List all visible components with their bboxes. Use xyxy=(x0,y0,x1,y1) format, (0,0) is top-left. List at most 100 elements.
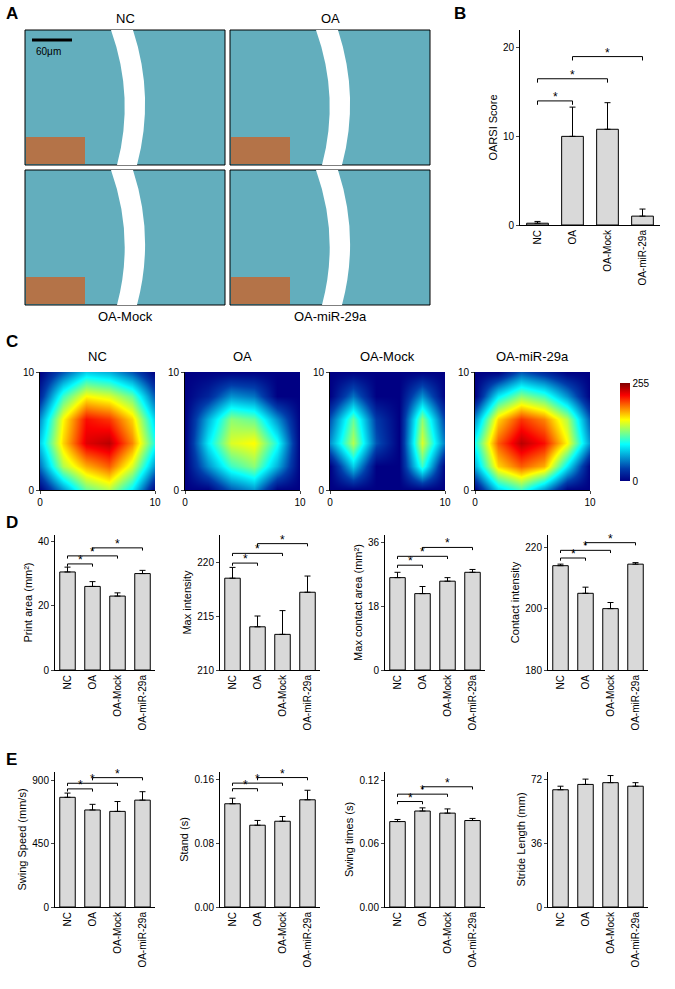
svg-text:*: * xyxy=(420,783,425,797)
svg-text:*: * xyxy=(115,537,120,551)
svg-text:*: * xyxy=(605,46,610,60)
svg-text:OA-Mock: OA-Mock xyxy=(605,911,616,954)
svg-text:0: 0 xyxy=(536,902,542,913)
svg-text:10: 10 xyxy=(149,497,161,508)
svg-text:OA: OA xyxy=(580,675,591,690)
svg-text:*: * xyxy=(445,776,450,790)
svg-text:10: 10 xyxy=(439,497,451,508)
svg-text:*: * xyxy=(408,554,413,568)
svg-text:*: * xyxy=(445,536,450,550)
svg-text:OA-miR-29a: OA-miR-29a xyxy=(467,675,478,731)
svg-text:OA: OA xyxy=(321,11,340,26)
svg-text:0: 0 xyxy=(37,497,43,508)
svg-text:OA-Mock: OA-Mock xyxy=(605,674,616,717)
svg-text:*: * xyxy=(571,547,576,561)
svg-text:Print area (mm²): Print area (mm²) xyxy=(22,562,34,642)
svg-text:Swing times (s): Swing times (s) xyxy=(343,802,355,877)
svg-text:*: * xyxy=(408,791,413,805)
svg-text:NC: NC xyxy=(532,230,543,244)
svg-text:10: 10 xyxy=(168,367,180,378)
svg-text:OA-Mock: OA-Mock xyxy=(277,911,288,954)
svg-text:*: * xyxy=(90,545,95,559)
svg-text:10: 10 xyxy=(458,367,470,378)
svg-text:OA-miR-29a: OA-miR-29a xyxy=(302,675,313,731)
svg-text:0: 0 xyxy=(182,497,188,508)
svg-text:Max contact area (mm²): Max contact area (mm²) xyxy=(352,544,364,661)
svg-text:10: 10 xyxy=(584,497,596,508)
svg-text:OA: OA xyxy=(252,675,263,690)
svg-text:180: 180 xyxy=(525,665,542,676)
svg-text:*: * xyxy=(608,532,613,546)
svg-text:OA: OA xyxy=(580,912,591,927)
svg-text:NC: NC xyxy=(62,912,73,926)
svg-text:0: 0 xyxy=(633,476,639,487)
svg-text:OA-miR-29a: OA-miR-29a xyxy=(630,675,641,731)
svg-text:OA: OA xyxy=(417,675,428,690)
svg-text:OA-miR-29a: OA-miR-29a xyxy=(637,230,648,286)
svg-text:*: * xyxy=(78,778,83,792)
svg-text:0.06: 0.06 xyxy=(360,838,380,849)
svg-text:OA: OA xyxy=(87,675,98,690)
svg-text:0: 0 xyxy=(28,485,34,496)
svg-text:210: 210 xyxy=(197,665,214,676)
svg-text:*: * xyxy=(90,772,95,786)
svg-text:0: 0 xyxy=(173,485,179,496)
svg-text:B: B xyxy=(454,4,466,23)
svg-text:200: 200 xyxy=(525,603,542,614)
svg-text:*: * xyxy=(280,767,285,781)
svg-text:0.00: 0.00 xyxy=(195,902,215,913)
svg-text:215: 215 xyxy=(197,611,214,622)
svg-text:OA: OA xyxy=(417,912,428,927)
svg-text:*: * xyxy=(553,90,558,104)
svg-text:C: C xyxy=(6,332,18,351)
svg-text:OA-miR-29a: OA-miR-29a xyxy=(137,912,148,968)
svg-text:NC: NC xyxy=(88,349,107,364)
svg-text:10: 10 xyxy=(503,131,515,142)
svg-text:NC: NC xyxy=(555,675,566,689)
svg-text:0: 0 xyxy=(373,665,379,676)
svg-text:*: * xyxy=(255,772,260,786)
svg-text:NC: NC xyxy=(555,912,566,926)
svg-text:220: 220 xyxy=(197,557,214,568)
svg-text:OA-Mock: OA-Mock xyxy=(602,229,613,272)
svg-text:OA: OA xyxy=(567,230,578,245)
svg-text:OA-miR-29a: OA-miR-29a xyxy=(294,309,367,324)
svg-text:*: * xyxy=(255,542,260,556)
svg-text:NC: NC xyxy=(116,11,135,26)
svg-text:Max intensity: Max intensity xyxy=(181,570,193,635)
svg-text:*: * xyxy=(78,553,83,567)
svg-text:Stand (s): Stand (s) xyxy=(178,817,190,862)
svg-text:20: 20 xyxy=(38,600,50,611)
svg-text:*: * xyxy=(570,68,575,82)
svg-text:Stride Length (mm): Stride Length (mm) xyxy=(515,792,527,886)
svg-text:*: * xyxy=(115,767,120,781)
svg-text:72: 72 xyxy=(531,774,543,785)
svg-text:0.00: 0.00 xyxy=(360,902,380,913)
svg-text:OA-Mock: OA-Mock xyxy=(442,911,453,954)
svg-text:Contact intensity: Contact intensity xyxy=(509,561,521,643)
svg-text:OA-Mock: OA-Mock xyxy=(442,674,453,717)
svg-text:40: 40 xyxy=(38,536,50,547)
svg-text:220: 220 xyxy=(525,542,542,553)
svg-text:OA-miR-29a: OA-miR-29a xyxy=(302,912,313,968)
svg-text:OA-miR-29a: OA-miR-29a xyxy=(137,675,148,731)
svg-text:OA: OA xyxy=(87,912,98,927)
svg-text:60μm: 60μm xyxy=(36,46,61,57)
svg-text:*: * xyxy=(420,545,425,559)
svg-text:NC: NC xyxy=(227,912,238,926)
svg-text:0: 0 xyxy=(327,497,333,508)
svg-text:NC: NC xyxy=(62,675,73,689)
svg-text:OA: OA xyxy=(252,912,263,927)
svg-text:36: 36 xyxy=(368,537,380,548)
svg-text:0: 0 xyxy=(472,497,478,508)
svg-text:0.12: 0.12 xyxy=(360,775,380,786)
svg-text:255: 255 xyxy=(633,378,650,389)
svg-text:E: E xyxy=(6,750,17,769)
svg-text:OA-miR-29a: OA-miR-29a xyxy=(496,349,569,364)
svg-text:*: * xyxy=(243,552,248,566)
svg-text:A: A xyxy=(6,4,18,23)
svg-text:0.08: 0.08 xyxy=(195,838,215,849)
svg-text:OA: OA xyxy=(233,349,252,364)
svg-text:OA-Mock: OA-Mock xyxy=(277,674,288,717)
svg-text:OA-Mock: OA-Mock xyxy=(98,309,153,324)
